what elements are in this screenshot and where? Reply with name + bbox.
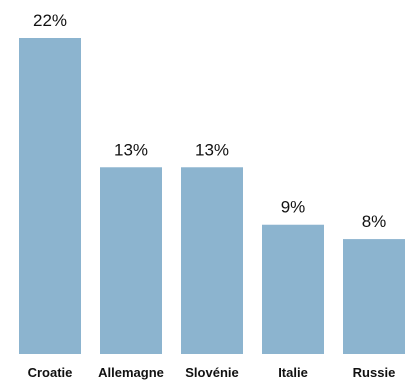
category-label: Allemagne [98, 365, 164, 380]
category-labels-group: Croatie Allemagne Slovénie Italie Russie [28, 365, 396, 380]
value-labels-group: 22% 13% 13% 9% 8% [33, 11, 386, 231]
category-label: Slovénie [185, 365, 238, 380]
bars-group [19, 38, 405, 354]
bar-slovénie [181, 167, 243, 354]
category-label: Croatie [28, 365, 73, 380]
value-label: 13% [195, 140, 229, 159]
bar-italie [262, 224, 324, 354]
bar-allemagne [100, 167, 162, 354]
category-label: Italie [278, 365, 308, 380]
value-label: 8% [362, 212, 387, 231]
value-label: 13% [114, 140, 148, 159]
bar-russie [343, 239, 405, 354]
value-label: 9% [281, 198, 306, 217]
category-label: Russie [353, 365, 396, 380]
value-label: 22% [33, 11, 67, 30]
bar-croatie [19, 38, 81, 354]
